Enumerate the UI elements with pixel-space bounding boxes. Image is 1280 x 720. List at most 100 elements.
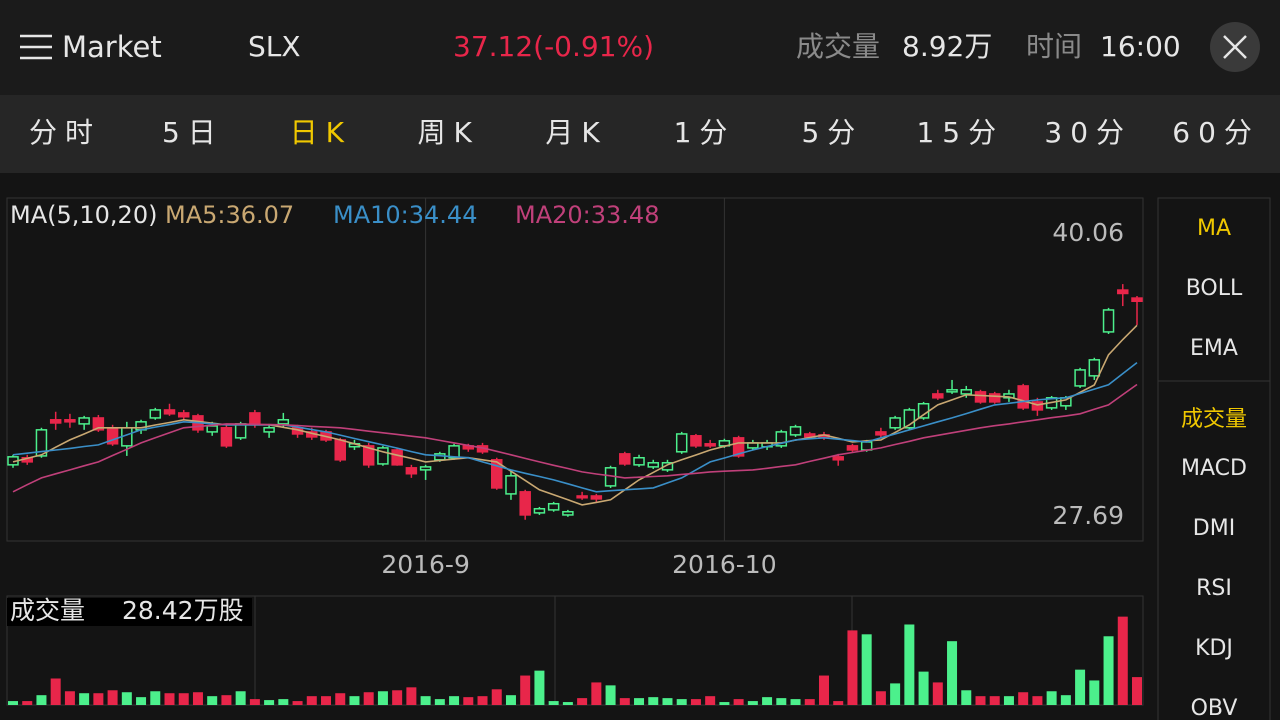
volume-bar bbox=[434, 699, 445, 705]
volume-bar bbox=[505, 695, 516, 705]
tab[interactable]: 5日 bbox=[162, 116, 224, 149]
volume-bar bbox=[1032, 696, 1043, 705]
x-tick-label: 2016-10 bbox=[672, 550, 776, 579]
volume-bar bbox=[1075, 669, 1086, 705]
volume-panel bbox=[6, 595, 1144, 706]
menu-icon[interactable] bbox=[20, 34, 52, 60]
candle-body bbox=[163, 409, 176, 415]
volume-bar bbox=[733, 699, 744, 705]
indicator[interactable]: BOLL bbox=[1186, 276, 1243, 301]
volume-bar bbox=[875, 691, 886, 705]
candle-body bbox=[1131, 297, 1143, 303]
volume-bar bbox=[64, 691, 75, 705]
symbol: SLX bbox=[248, 30, 301, 63]
candle-body bbox=[789, 426, 802, 436]
candle-body bbox=[903, 409, 916, 429]
candle-body bbox=[1060, 397, 1072, 407]
candle-body bbox=[704, 443, 716, 447]
volume-bar bbox=[278, 699, 289, 705]
tab[interactable]: 周K bbox=[418, 116, 480, 149]
volume-bar bbox=[477, 696, 488, 705]
candle-body bbox=[377, 447, 389, 465]
candle-body bbox=[860, 441, 873, 451]
volume-bar bbox=[79, 693, 90, 705]
volume-bar bbox=[93, 693, 104, 705]
candle-body bbox=[547, 502, 560, 511]
volume-bar bbox=[577, 698, 588, 705]
candle-body bbox=[988, 393, 1001, 403]
candle-body bbox=[590, 495, 603, 500]
volume-bar bbox=[804, 699, 815, 705]
tab[interactable]: 1分 bbox=[674, 116, 736, 149]
tab-bar bbox=[0, 95, 1280, 173]
volume-bar bbox=[762, 697, 773, 705]
volume-bar bbox=[890, 683, 901, 705]
menu-label[interactable]: Market bbox=[62, 30, 162, 64]
volume-title: 成交量 bbox=[10, 596, 85, 625]
volume-bar bbox=[904, 624, 915, 705]
volume-bar bbox=[150, 691, 161, 705]
tab[interactable]: 分时 bbox=[29, 116, 101, 149]
volume-bar bbox=[961, 690, 972, 705]
tab[interactable]: 日K bbox=[290, 116, 352, 149]
volume-bar bbox=[221, 695, 232, 705]
candle-body bbox=[974, 391, 987, 403]
volume-bar bbox=[634, 698, 645, 705]
candle-body bbox=[832, 456, 844, 461]
volume-bar bbox=[548, 701, 559, 705]
candle-body bbox=[576, 495, 588, 499]
close-x bbox=[1223, 35, 1247, 59]
candle-body bbox=[946, 389, 958, 393]
indicator[interactable]: DMI bbox=[1193, 516, 1235, 541]
candle-body bbox=[675, 433, 688, 453]
volume-bar bbox=[947, 641, 958, 705]
volume-bar bbox=[932, 682, 943, 705]
close-button[interactable] bbox=[1210, 22, 1260, 72]
candle-body bbox=[889, 417, 901, 429]
candle-body bbox=[562, 510, 574, 516]
volume-bar bbox=[406, 687, 417, 705]
volume-value: 8.92万 bbox=[902, 30, 992, 63]
volume-bar bbox=[306, 696, 317, 705]
volume-bar bbox=[207, 696, 218, 705]
volume-bar bbox=[520, 675, 531, 705]
top-bar bbox=[0, 0, 1280, 95]
candle-body bbox=[875, 431, 887, 436]
volume-bar bbox=[1018, 692, 1029, 705]
volume-bar bbox=[50, 678, 61, 705]
tab[interactable]: 15分 bbox=[916, 116, 1004, 149]
indicator[interactable]: RSI bbox=[1196, 576, 1232, 601]
indicator[interactable]: MACD bbox=[1181, 456, 1247, 481]
volume-bar bbox=[591, 682, 602, 705]
volume-bar bbox=[22, 701, 33, 705]
indicator-panel bbox=[1157, 197, 1271, 720]
candle-body bbox=[92, 417, 105, 431]
tab[interactable]: 30分 bbox=[1044, 116, 1132, 149]
tab[interactable]: 5分 bbox=[801, 116, 863, 149]
candle-body bbox=[362, 445, 375, 466]
indicator[interactable]: 成交量 bbox=[1181, 407, 1247, 432]
tab[interactable]: 60分 bbox=[1172, 116, 1260, 149]
volume-bar bbox=[833, 701, 844, 705]
tab[interactable]: 月K bbox=[545, 116, 607, 149]
candle-body bbox=[1102, 309, 1115, 333]
volume-bar bbox=[918, 671, 929, 705]
candle-body bbox=[64, 419, 76, 423]
candle-body bbox=[1117, 289, 1129, 295]
volume-bar bbox=[449, 696, 460, 705]
volume-bar bbox=[975, 696, 986, 705]
candle-body bbox=[49, 419, 62, 424]
volume-bar bbox=[861, 634, 872, 705]
legend-title: MA(5,10,20) bbox=[10, 201, 157, 229]
indicator[interactable]: EMA bbox=[1190, 336, 1238, 361]
volume-bar bbox=[690, 699, 701, 705]
indicator[interactable]: MA bbox=[1197, 216, 1231, 241]
volume-bar bbox=[1003, 696, 1014, 705]
volume-bar bbox=[235, 691, 246, 705]
indicator[interactable]: KDJ bbox=[1195, 636, 1233, 661]
candle-body bbox=[391, 449, 403, 466]
indicator[interactable]: OBV bbox=[1191, 696, 1238, 720]
candle-body bbox=[234, 423, 247, 439]
volume-bar bbox=[847, 630, 858, 705]
candle-body bbox=[263, 427, 275, 433]
